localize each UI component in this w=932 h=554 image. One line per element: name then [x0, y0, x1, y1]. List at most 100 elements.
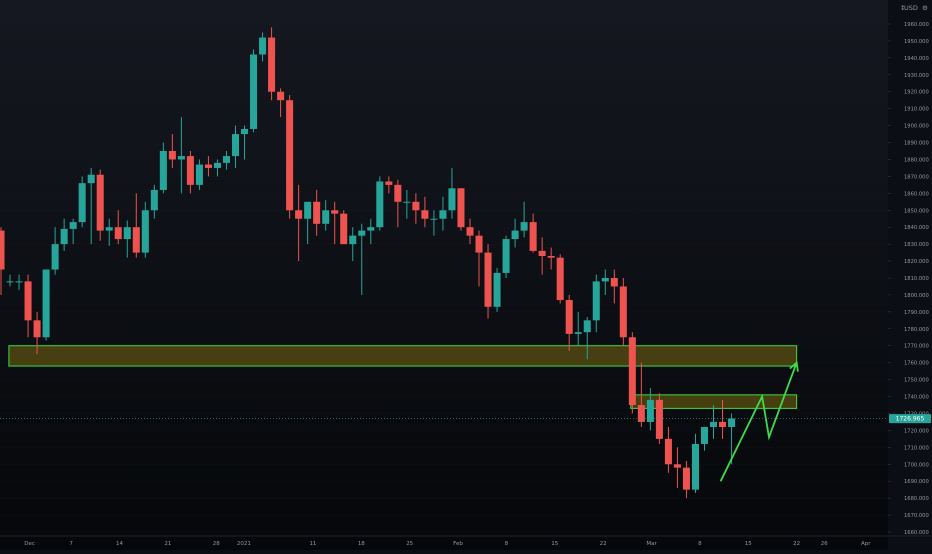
- upper-demand-zone: [8, 345, 798, 367]
- y-tick-label: 1920.000: [904, 90, 929, 96]
- candle-body: [304, 201, 312, 219]
- candle-body: [637, 405, 645, 422]
- y-tick-label: 1950.000: [904, 39, 929, 45]
- candle-body: [376, 181, 384, 228]
- price-axis-panel: [888, 0, 932, 550]
- x-tick-label: 22: [600, 541, 607, 547]
- candle-body: [628, 337, 636, 405]
- x-tick-label: 11: [309, 541, 316, 547]
- candle-body: [358, 230, 366, 236]
- y-tick-label: 1940.000: [904, 56, 929, 62]
- candle-body: [421, 210, 429, 219]
- y-tick-label: 1840.000: [904, 225, 929, 231]
- projection-layer: [719, 360, 799, 482]
- candle-body: [394, 184, 402, 202]
- x-tick-label: 7: [69, 541, 73, 547]
- candle-body: [69, 222, 77, 229]
- settings-icon[interactable]: ⚙: [922, 4, 928, 12]
- y-tick-label: 1710.000: [904, 445, 929, 451]
- y-tick-label: 1760.000: [904, 361, 929, 367]
- y-tick-label: 1750.000: [904, 378, 929, 384]
- candle-body: [6, 281, 14, 283]
- candle-body: [610, 278, 618, 287]
- x-tick-label: Apr: [861, 541, 871, 547]
- candle-body: [33, 320, 41, 338]
- candle-body: [728, 418, 736, 428]
- candle-body: [367, 227, 375, 231]
- candle-body: [709, 421, 718, 428]
- candle-body: [700, 427, 709, 444]
- x-tick-label: 15: [551, 541, 558, 547]
- candle-body: [286, 100, 294, 211]
- candle-body: [592, 281, 600, 321]
- candle-body: [664, 438, 672, 465]
- zones-layer: [8, 345, 798, 409]
- y-tick-label: 1690.000: [904, 479, 929, 485]
- candle-body: [556, 257, 564, 301]
- candle-body: [0, 230, 5, 270]
- candle-body: [691, 443, 699, 490]
- candle-body: [538, 250, 546, 256]
- candle-body: [349, 235, 357, 245]
- candle-body: [547, 255, 555, 258]
- candle-body: [195, 164, 203, 185]
- y-tick-label: 1830.000: [904, 242, 929, 248]
- candle-body: [222, 156, 230, 163]
- candles-layer: [0, 27, 736, 499]
- y-tick-label: 1780.000: [904, 327, 929, 333]
- candle-body: [277, 91, 285, 101]
- candle-body: [15, 281, 23, 283]
- candle-body: [141, 210, 149, 253]
- y-tick-label: 1820.000: [904, 259, 929, 265]
- x-tick-label: 28: [213, 541, 220, 547]
- candle-body: [42, 269, 50, 338]
- candle-body: [213, 162, 221, 168]
- candle-body: [601, 278, 609, 282]
- y-tick-label: 1870.000: [904, 174, 929, 180]
- y-tick-label: 1880.000: [904, 157, 929, 163]
- candle-body: [105, 227, 113, 231]
- candle-body: [340, 213, 348, 245]
- x-tick-label: 18: [358, 541, 365, 547]
- x-tick-label: 15: [745, 541, 752, 547]
- candle-body: [673, 464, 681, 468]
- candle-body: [78, 183, 86, 223]
- y-tick-label: 1910.000: [904, 107, 929, 113]
- x-tick-label: 2021: [237, 541, 251, 547]
- x-tick-label: Mar: [646, 541, 657, 547]
- candle-body: [529, 222, 537, 251]
- candle-body: [331, 210, 339, 214]
- projection-arrowhead: [789, 360, 799, 372]
- candle-body: [150, 189, 158, 211]
- candle-body: [412, 201, 420, 211]
- x-tick-label: Feb: [453, 541, 463, 547]
- candle-body: [268, 37, 276, 92]
- candle-body: [177, 156, 185, 160]
- candle-body: [682, 467, 690, 490]
- candle-body: [502, 239, 510, 273]
- candle-body: [493, 272, 501, 307]
- candle-body: [646, 399, 654, 422]
- time-axis[interactable]: Dec 7 14 21 28 2021 11 18 25 Feb 8 15 22 Mar 8 15 22 26 Ap…: [24, 541, 871, 547]
- currency-label-text: USD: [904, 4, 918, 12]
- candle-body: [619, 286, 627, 338]
- x-tick-label: 21: [164, 541, 171, 547]
- x-tick-label: 14: [116, 541, 123, 547]
- candle-body: [520, 222, 528, 231]
- y-tick-label: 1790.000: [904, 310, 929, 316]
- price-tag-box: [889, 414, 931, 424]
- currency-label[interactable]: USD ↕ ⚙: [900, 4, 928, 12]
- candle-body: [565, 300, 573, 334]
- candle-body: [259, 37, 267, 55]
- candle-body: [583, 320, 591, 333]
- candle-body: [448, 188, 456, 211]
- candle-body: [96, 174, 104, 231]
- candle-body: [403, 201, 411, 203]
- candle-body: [204, 164, 212, 168]
- y-tick-label: 1770.000: [904, 344, 929, 350]
- candle-body: [159, 151, 167, 190]
- candle-body: [250, 54, 258, 129]
